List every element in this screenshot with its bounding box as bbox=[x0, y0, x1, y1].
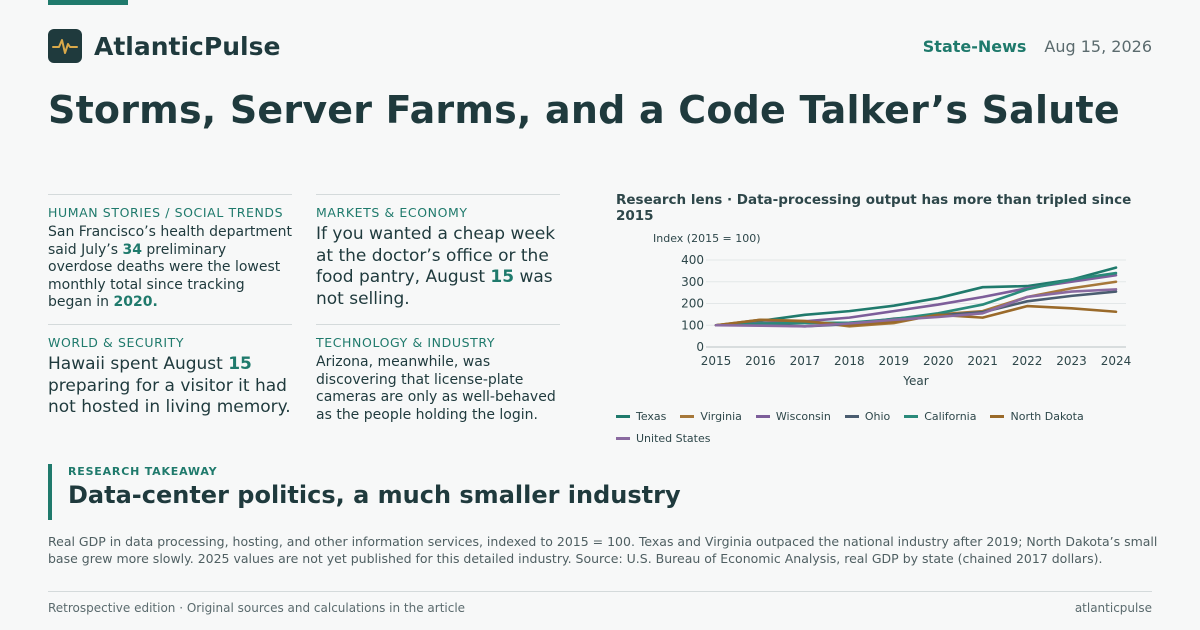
story-text: Hawaii spent August 15 preparing for a v… bbox=[48, 354, 291, 417]
footer-site-link[interactable]: atlanticpulse bbox=[1074, 601, 1152, 615]
story-kicker: MARKETS & ECONOMY bbox=[316, 205, 468, 220]
chart-note: Real GDP in data processing, hosting, an… bbox=[48, 534, 1158, 566]
publish-date: Aug 15, 2026 bbox=[1044, 37, 1152, 56]
legend-item[interactable]: Virginia bbox=[680, 408, 742, 424]
story-text: If you wanted a cheap week at the doctor… bbox=[316, 224, 556, 309]
x-tick-label: 2021 bbox=[967, 354, 998, 368]
y-tick-label: 0 bbox=[696, 340, 704, 354]
takeaway-kicker: RESEARCH TAKEAWAY bbox=[68, 465, 218, 478]
story-card[interactable]: TECHNOLOGY & INDUSTRY Arizona, meanwhile… bbox=[316, 324, 560, 424]
x-tick-label: 2019 bbox=[879, 354, 910, 368]
y-tick-label: 200 bbox=[681, 297, 704, 311]
legend-swatch bbox=[616, 414, 630, 418]
x-tick-label: 2023 bbox=[1056, 354, 1087, 368]
legend-swatch bbox=[844, 414, 859, 418]
y-tick-label: 400 bbox=[681, 253, 704, 267]
brand[interactable]: AtlanticPulse bbox=[48, 29, 280, 63]
story-card[interactable]: MARKETS & ECONOMY If you wanted a cheap … bbox=[316, 194, 560, 324]
story-text: San Francisco’s health department said J… bbox=[48, 224, 292, 311]
y-axis-label: Index (2015 = 100) bbox=[653, 232, 761, 245]
legend-label: United States bbox=[636, 431, 711, 445]
legend-item[interactable]: Wisconsin bbox=[755, 408, 831, 424]
legend-item[interactable]: California bbox=[904, 408, 976, 424]
legend-swatch bbox=[904, 414, 919, 418]
story-kicker: WORLD & SECURITY bbox=[48, 335, 185, 350]
article-meta: State-News Aug 15, 2026 bbox=[923, 37, 1152, 56]
legend-swatch bbox=[755, 414, 770, 418]
x-tick-label: 2022 bbox=[1012, 354, 1043, 368]
legend-item[interactable]: North Dakota bbox=[990, 408, 1084, 424]
brand-name: AtlanticPulse bbox=[94, 31, 281, 61]
x-tick-label: 2024 bbox=[1101, 354, 1132, 368]
series-line-texas bbox=[714, 266, 1118, 327]
legend-label: Wisconsin bbox=[775, 409, 831, 423]
story-card[interactable]: HUMAN STORIES / SOCIAL TRENDS San Franci… bbox=[48, 194, 292, 324]
y-tick-label: 100 bbox=[681, 318, 704, 332]
legend-label: Virginia bbox=[700, 409, 742, 423]
legend-item[interactable]: Texas bbox=[616, 408, 666, 424]
series-line-california bbox=[714, 271, 1118, 327]
takeaway-title: Data-center politics, a much smaller ind… bbox=[68, 481, 681, 509]
x-tick-label: 2020 bbox=[923, 354, 954, 368]
chart-title: Research lens · Data-processing output h… bbox=[616, 192, 1132, 224]
story-text: Arizona, meanwhile, was discovering that… bbox=[316, 354, 556, 423]
legend-item[interactable]: Ohio bbox=[844, 408, 891, 424]
story-highlight: 34 bbox=[122, 241, 142, 258]
story-highlight: 2020. bbox=[113, 294, 158, 311]
x-tick-label: 2018 bbox=[834, 354, 865, 368]
legend-label: Texas bbox=[636, 409, 667, 423]
legend-label: Ohio bbox=[864, 409, 891, 423]
section-link[interactable]: State-News bbox=[922, 37, 1027, 56]
top-accent-bar bbox=[48, 0, 128, 5]
story-highlight: 15 bbox=[490, 267, 515, 287]
y-tick-label: 300 bbox=[681, 275, 704, 289]
headline: Storms, Server Farms, and a Code Talker’… bbox=[48, 88, 1120, 132]
legend-swatch bbox=[616, 436, 630, 440]
x-tick-label: 2015 bbox=[701, 354, 732, 368]
story-highlight: 15 bbox=[228, 354, 252, 374]
story-card[interactable]: WORLD & SECURITY Hawaii spent August 15 … bbox=[48, 324, 292, 424]
chart-legend: Texas Virginia Wisconsin Ohio California Nort… bbox=[616, 408, 1156, 446]
legend-item[interactable]: United States bbox=[616, 430, 711, 446]
story-grid: HUMAN STORIES / SOCIAL TRENDS San Franci… bbox=[48, 194, 560, 424]
x-tick-label: 2017 bbox=[790, 354, 821, 368]
footer: Retrospective edition · Original sources… bbox=[48, 591, 1152, 615]
pulse-icon bbox=[48, 29, 82, 63]
research-takeaway: RESEARCH TAKEAWAY Data-center politics, … bbox=[48, 464, 681, 520]
story-kicker: TECHNOLOGY & INDUSTRY bbox=[316, 335, 496, 350]
footer-edition: Retrospective edition · Original sources… bbox=[48, 601, 466, 615]
x-axis-label: Year bbox=[902, 374, 928, 388]
legend-label: California bbox=[924, 409, 977, 423]
x-tick-label: 2016 bbox=[745, 354, 776, 368]
legend-swatch bbox=[680, 414, 695, 418]
line-chart: 0 100 200 300 400 2015 2016 2017 2018 2019 2020 202… bbox=[653, 232, 1132, 388]
series-line-united-states bbox=[714, 288, 1118, 328]
story-kicker: HUMAN STORIES / SOCIAL TRENDS bbox=[48, 205, 284, 220]
legend-swatch bbox=[990, 414, 1005, 418]
legend-label: North Dakota bbox=[1010, 409, 1084, 423]
